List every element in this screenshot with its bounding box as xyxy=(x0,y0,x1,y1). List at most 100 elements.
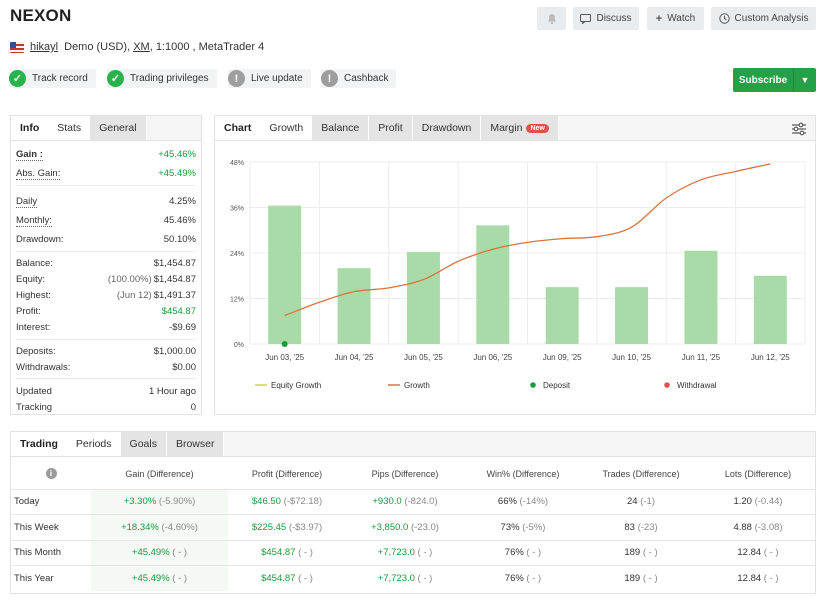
tab-trading[interactable]: Trading xyxy=(11,432,67,456)
notification-button[interactable] xyxy=(537,7,566,30)
stat-value-text: $1,454.87 xyxy=(153,274,196,285)
cell-value: 24 xyxy=(627,496,638,508)
stat-label[interactable]: Abs. Gain: xyxy=(16,167,61,180)
growth-chart: 0% 12% 24% 36% 48% Jun 03, '25 Jun 04, '25 Jun … xyxy=(230,160,806,390)
chat-icon xyxy=(580,13,592,24)
cell-difference: ( - ) xyxy=(761,547,779,559)
x-tick-label: Jun 06, '25 xyxy=(473,353,512,362)
table-cell: 4.88 (-3.08) xyxy=(700,514,815,540)
stat-label: Drawdown: xyxy=(16,234,64,245)
stat-label: Tracking xyxy=(16,402,53,413)
clock-icon xyxy=(718,13,730,24)
tab-info[interactable]: Info xyxy=(11,116,49,140)
chart-settings-icon[interactable] xyxy=(791,122,807,136)
bar xyxy=(545,287,579,344)
custom-analysis-button[interactable]: Custom Analysis xyxy=(711,7,816,30)
stat-value: (Jun 12) $1,491.37 xyxy=(117,290,196,301)
info-icon[interactable]: i xyxy=(45,468,57,480)
table-cell: 66% (-14%) xyxy=(464,488,582,515)
y-tick-label: 48% xyxy=(230,160,244,167)
table-cell: 76% ( - ) xyxy=(464,565,582,591)
period-label: This Year xyxy=(11,565,91,591)
cell-value: 12.84 xyxy=(737,573,762,584)
cell-difference: ( - ) xyxy=(169,547,188,559)
stat-value: $0.00 xyxy=(172,362,196,373)
cell-value: +18.34% xyxy=(121,521,159,533)
username-link[interactable]: hikayl xyxy=(30,41,59,53)
tab-balance[interactable]: Balance xyxy=(312,116,370,140)
tab-goals[interactable]: Goals xyxy=(120,432,167,456)
cell-difference: ( - ) xyxy=(169,573,188,584)
broker-link[interactable]: XM xyxy=(133,41,150,53)
stat-value-text: $1,491.37 xyxy=(153,290,196,301)
account-info: hikayl Demo (USD), XM, 1:1000 , MetaTrad… xyxy=(10,39,264,55)
tab-chart[interactable]: Chart xyxy=(215,116,261,140)
bar xyxy=(337,268,371,344)
stat-row: Highest: (Jun 12) $1,491.37 xyxy=(16,289,196,302)
cell-difference: (-5.90%) xyxy=(156,496,196,508)
tab-growth[interactable]: Growth xyxy=(260,116,313,140)
stat-value-text: -$9.69 xyxy=(169,322,196,333)
stat-value-text: $454.87 xyxy=(161,306,196,317)
table-row: This Month +45.49% ( - ) $454.87 ( - ) +7,7… xyxy=(11,539,815,566)
stat-value: 0 xyxy=(191,402,196,413)
table-cell: +930.0 (-824.0) xyxy=(346,488,464,515)
cell-value: 73% xyxy=(500,521,520,533)
watch-button[interactable]: + Watch xyxy=(647,7,704,30)
x-tick-label: Jun 03, '25 xyxy=(265,353,304,362)
x-tick-label: Jun 11, '25 xyxy=(682,353,721,362)
badge-live-update: ! Live update xyxy=(228,69,311,88)
cell-value: $225.45 xyxy=(251,521,287,533)
legend-label: Growth xyxy=(404,381,430,390)
chevron-down-icon[interactable]: ▼ xyxy=(800,75,810,85)
tab-margin[interactable]: Margin New xyxy=(481,116,559,140)
badge-track-record: ✓ Track record xyxy=(9,69,96,88)
deposit-marker xyxy=(281,341,288,347)
subscribe-button[interactable]: Subscribe ▼ xyxy=(733,68,816,92)
stat-value-text: 45.46% xyxy=(163,215,196,226)
legend-label: Deposit xyxy=(543,381,571,390)
table-row: This Week +18.34% (-4.60%) $225.45 (-$3.97… xyxy=(11,514,815,540)
stat-value-text: $1,454.87 xyxy=(153,258,196,269)
table-cell: 83 (-23) xyxy=(582,514,700,540)
tab-browser[interactable]: Browser xyxy=(166,432,225,456)
x-tick-label: Jun 05, '25 xyxy=(404,353,443,362)
table-row: Today +3.30% (-5.90%) $46.50 (-$72.18) +930… xyxy=(11,488,815,515)
cell-difference: ( - ) xyxy=(523,573,542,584)
x-tick-label: Jun 12, '25 xyxy=(751,353,790,362)
table-cell: +45.49% ( - ) xyxy=(91,565,228,591)
y-tick-label: 12% xyxy=(230,297,244,304)
y-tick-label: 0% xyxy=(234,342,244,349)
badge-label: Cashback xyxy=(344,73,389,84)
stat-value: 50.10% xyxy=(164,234,196,245)
tab-profit[interactable]: Profit xyxy=(369,116,413,140)
stat-label[interactable]: Monthly: xyxy=(16,214,52,227)
bar xyxy=(615,287,649,344)
cell-difference: (-23.0) xyxy=(408,521,439,533)
cell-difference: (-4.60%) xyxy=(158,521,198,533)
tab-stats[interactable]: Stats xyxy=(48,116,91,140)
flag-icon xyxy=(10,41,24,53)
chart-tabs: Chart Growth Balance Profit Drawdown Mar… xyxy=(215,116,815,141)
cell-difference: (-14%) xyxy=(516,496,549,508)
column-header: Gain (Difference) xyxy=(125,468,194,479)
table-cell: $454.87 ( - ) xyxy=(228,539,346,566)
stat-label[interactable]: Gain : xyxy=(16,148,43,161)
stat-value: +45.46% xyxy=(158,149,196,160)
badge-label: Trading privileges xyxy=(130,73,209,84)
discuss-button[interactable]: Discuss xyxy=(573,7,639,30)
tab-periods[interactable]: Periods xyxy=(66,432,121,456)
tab-drawdown[interactable]: Drawdown xyxy=(412,116,482,140)
cell-value: 4.88 xyxy=(733,521,752,533)
stat-value: $1,000.00 xyxy=(154,346,196,357)
stat-row: Equity: (100.00%) $1,454.87 xyxy=(16,273,196,286)
bar xyxy=(684,250,718,344)
tab-general[interactable]: General xyxy=(90,116,147,140)
cell-value: 83 xyxy=(624,521,635,533)
badge-trading-privileges: ✓ Trading privileges xyxy=(107,69,217,88)
stat-label[interactable]: Daily xyxy=(16,195,38,208)
cell-value: 76% xyxy=(504,547,524,559)
account-type: Demo (USD), xyxy=(64,41,131,53)
cell-value: $454.87 xyxy=(261,547,296,559)
bar xyxy=(476,225,510,344)
